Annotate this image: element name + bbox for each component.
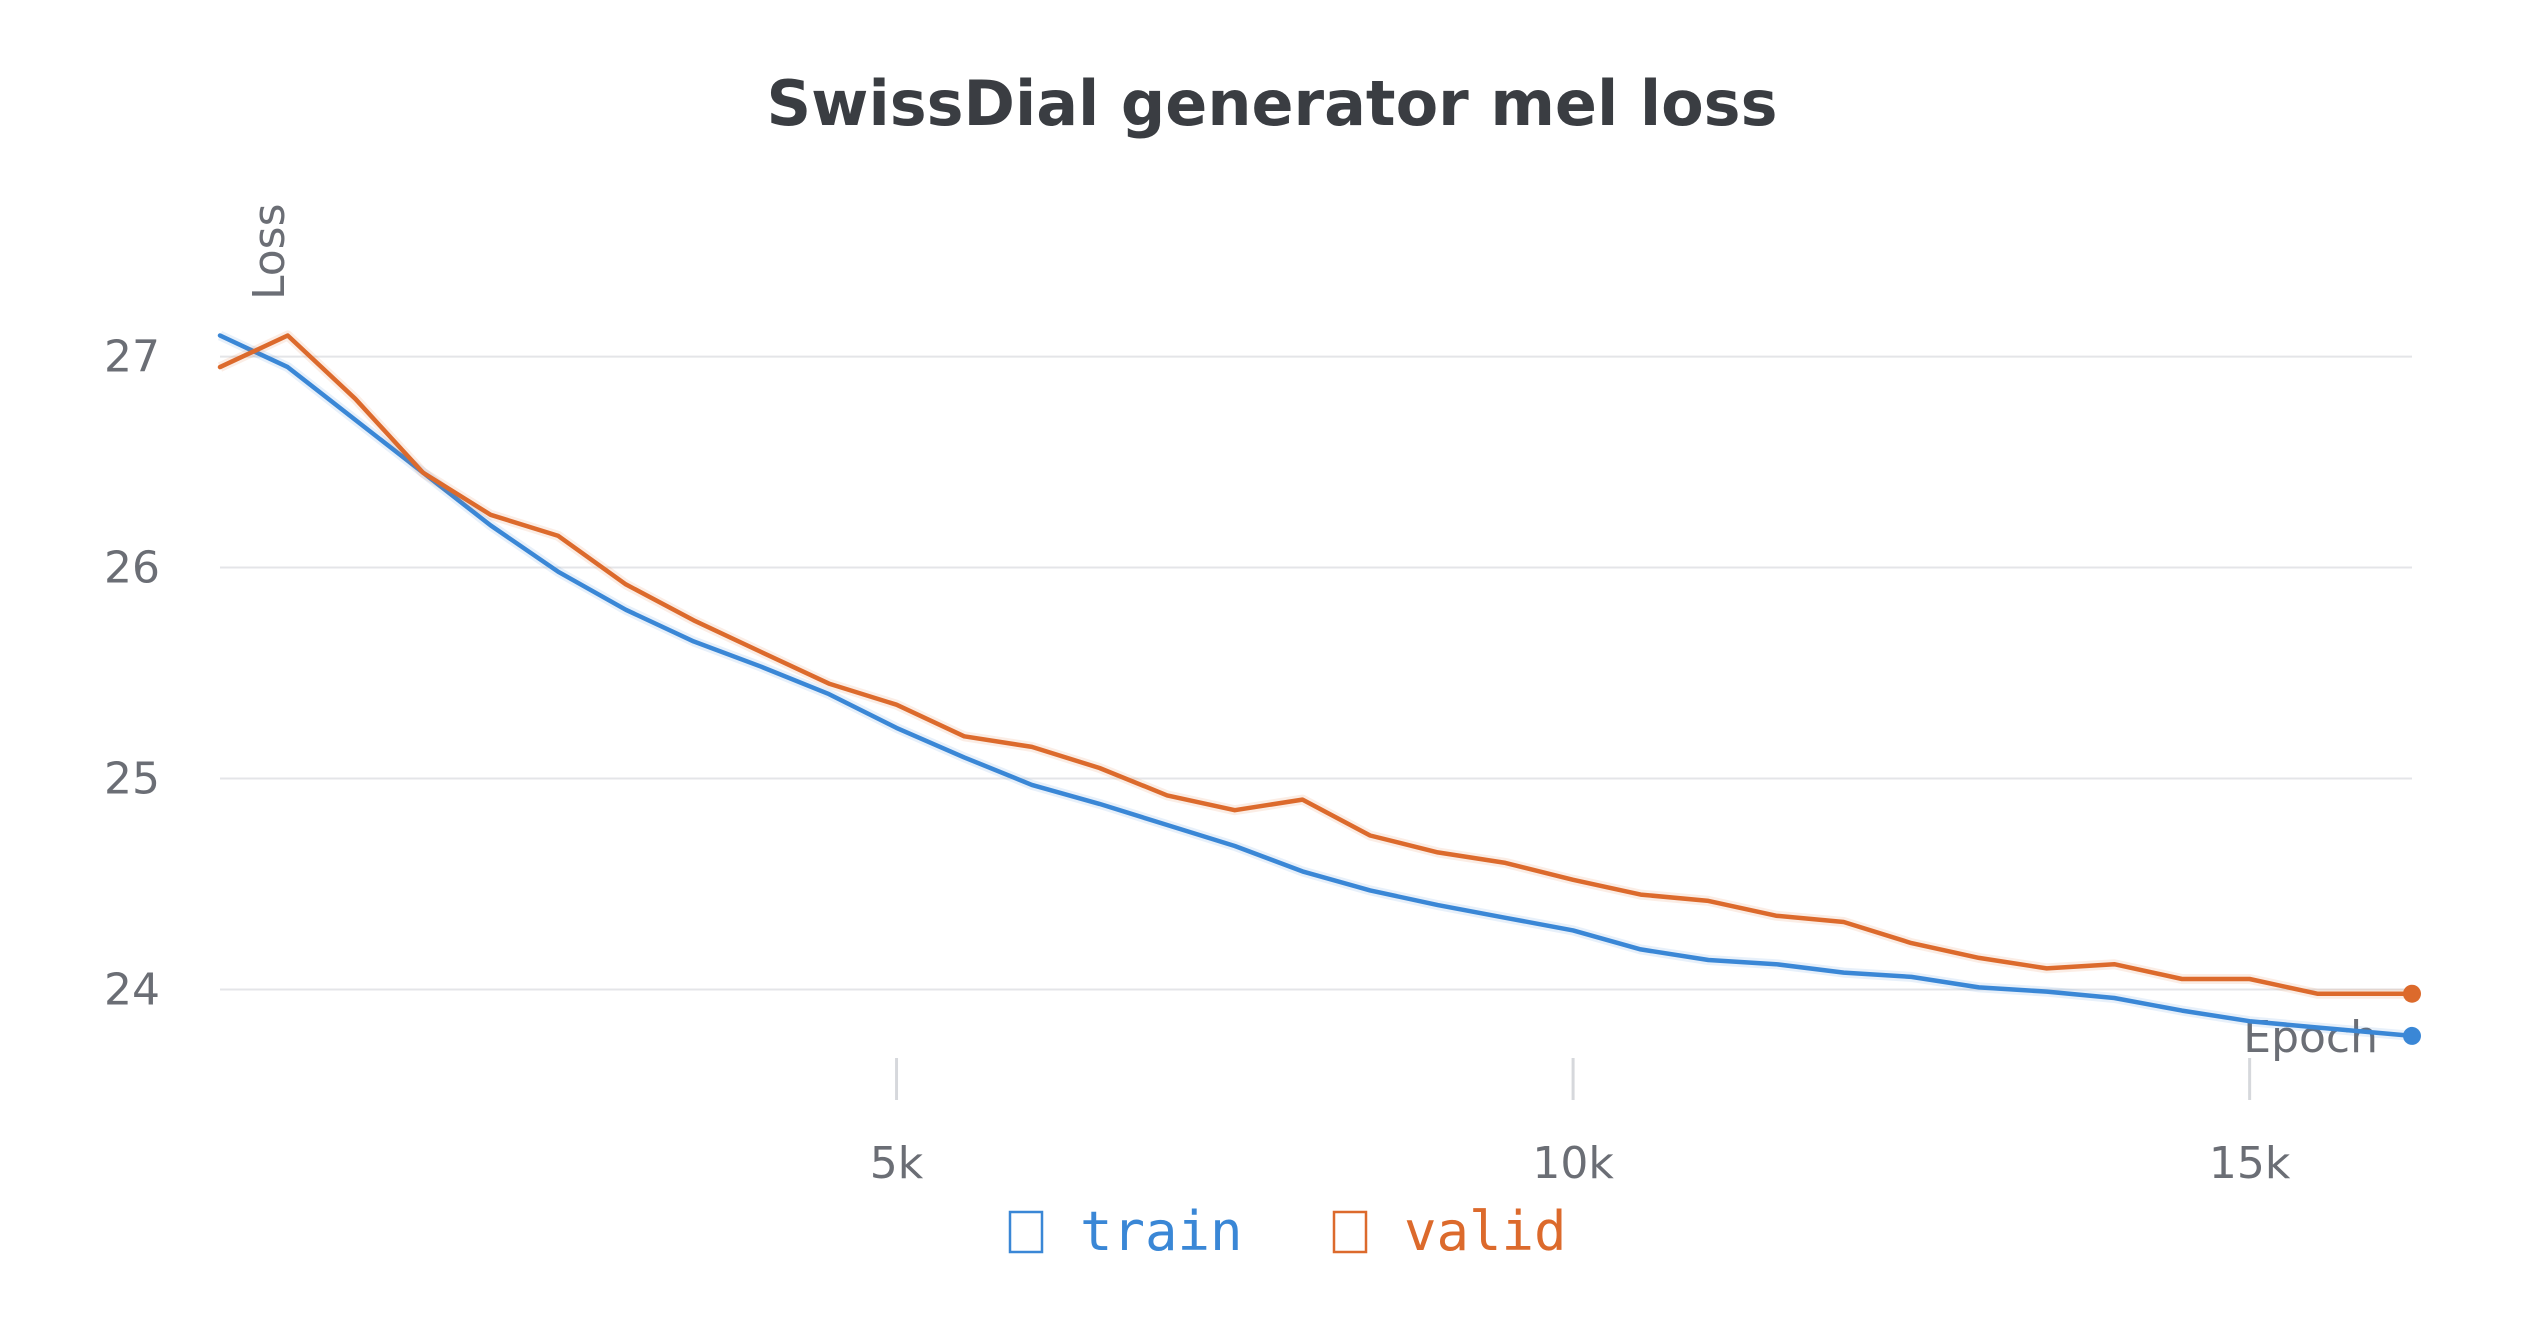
series-band-train bbox=[217, 330, 2413, 1041]
series-lines bbox=[217, 330, 2421, 1045]
y-tick-label-1: 25 bbox=[104, 754, 160, 805]
legend-swatch-valid bbox=[1332, 1210, 1368, 1254]
y-tick-label-0: 24 bbox=[104, 965, 160, 1016]
legend-label-valid: valid bbox=[1404, 1200, 1567, 1263]
series-line-train[interactable] bbox=[217, 333, 2415, 1039]
legend-label-train: train bbox=[1080, 1200, 1243, 1263]
x-axis: 5k 10k 15k bbox=[870, 1058, 2291, 1189]
x-tick-label-2: 15k bbox=[2209, 1138, 2291, 1189]
series-endpoint-valid bbox=[2403, 984, 2421, 1003]
legend-item-train[interactable]: train bbox=[1008, 1200, 1243, 1263]
y-axis: 24 25 26 27 bbox=[104, 332, 160, 1016]
legend: train valid bbox=[1008, 1200, 1567, 1263]
series-band-valid bbox=[217, 330, 2412, 999]
series-endpoint-train bbox=[2403, 1026, 2421, 1045]
x-tick-label-0: 5k bbox=[870, 1138, 924, 1189]
y-tick-label-2: 26 bbox=[104, 543, 160, 594]
chart-title: SwissDial generator mel loss bbox=[767, 67, 1778, 140]
y-axis-label: Loss bbox=[244, 203, 295, 300]
x-tick-label-1: 10k bbox=[1532, 1138, 1614, 1189]
gridlines bbox=[220, 355, 2412, 991]
legend-item-valid[interactable]: valid bbox=[1332, 1200, 1567, 1263]
series-line-valid[interactable] bbox=[217, 333, 2415, 996]
y-tick-label-3: 27 bbox=[104, 332, 160, 383]
legend-swatch-train bbox=[1008, 1210, 1044, 1254]
